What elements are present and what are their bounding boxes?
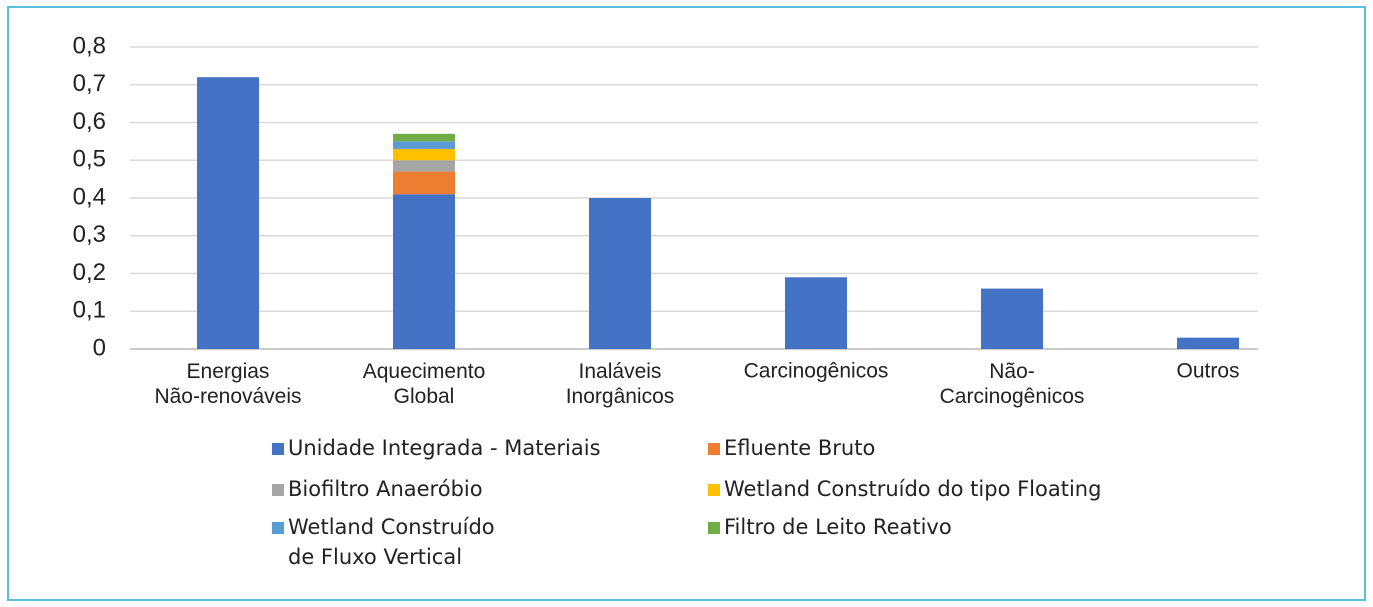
y-tick-label: 0,8	[73, 32, 106, 59]
y-tick-label: 0,3	[73, 221, 106, 248]
y-tick-label: 0,2	[73, 259, 106, 286]
legend-swatch	[708, 484, 720, 496]
x-tick-label: Carcinogênicos	[744, 360, 889, 383]
legend-swatch	[272, 484, 284, 496]
bar-segment	[393, 133, 455, 142]
legend-swatch	[708, 443, 720, 455]
bar-segment	[393, 171, 455, 195]
legend-label: Wetland Construído do tipo Floating	[724, 477, 1101, 501]
x-tick-label: Outros	[1176, 360, 1239, 383]
y-tick-label: 0,4	[73, 183, 106, 210]
x-tick-label: Não-Carcinogênicos	[940, 360, 1085, 408]
legend-label: Biofiltro Anaeróbio	[288, 477, 483, 501]
y-tick-label: 0	[93, 334, 106, 361]
frame	[7, 6, 1366, 601]
x-tick-label: Aquecimento Global	[363, 360, 486, 408]
legend-label: Wetland Construído de Fluxo Vertical	[288, 515, 495, 569]
x-tick-label: Inaláveis Inorgânicos	[566, 360, 675, 408]
bar-segment	[393, 141, 455, 149]
legend-label: Filtro de Leito Reativo	[724, 515, 952, 539]
bar-segment	[589, 198, 651, 349]
y-tick-label: 0,7	[73, 70, 106, 97]
x-tick-label: Energias Não-renováveis	[154, 360, 301, 408]
bar-segment	[785, 277, 847, 349]
legend-label: Efluente Bruto	[724, 436, 875, 460]
legend-label: Unidade Integrada - Materiais	[288, 436, 601, 460]
y-tick-label: 0,6	[73, 108, 106, 135]
bar-segment	[393, 148, 455, 161]
legend-swatch	[272, 522, 284, 534]
bar-segment	[197, 77, 259, 349]
bar-segment	[981, 288, 1043, 349]
y-tick-label: 0,5	[73, 146, 106, 173]
legend-swatch	[708, 522, 720, 534]
bar-segment	[393, 194, 455, 349]
bar-segment	[393, 160, 455, 172]
y-tick-label: 0,1	[73, 297, 106, 324]
legend-swatch	[272, 443, 284, 455]
bar-segment	[1177, 337, 1239, 349]
